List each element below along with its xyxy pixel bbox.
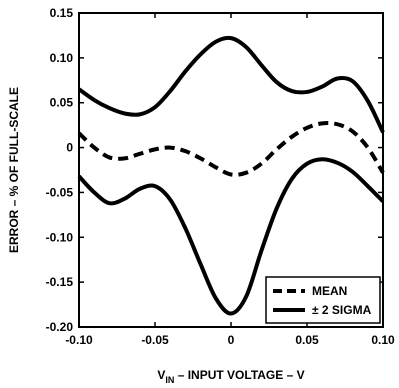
x-axis-title: VIN – INPUT VOLTAGE – V: [157, 368, 304, 385]
x-axis-title-main: V: [157, 368, 165, 382]
y-axis-title-group: ERROR – % OF FULL-SCALE: [7, 87, 21, 253]
series-lower-line: [77, 157, 385, 316]
legend-box: [265, 276, 381, 324]
y-tick-label: 0.15: [50, 6, 74, 20]
x-tick-label: -0.10: [65, 333, 93, 347]
y-tick-label: 0.10: [50, 51, 74, 65]
x-tick-label: 0: [228, 333, 235, 347]
y-tick-label: -0.05: [46, 185, 74, 199]
y-tick-label: 0.05: [50, 96, 74, 110]
x-axis-title-subscript: IN: [165, 375, 174, 385]
plot-frame: [78, 12, 384, 328]
x-tick-label: 0.10: [371, 333, 395, 347]
legend: MEAN ± 2 SIGMA: [265, 276, 381, 324]
series-upper-line: [77, 35, 385, 134]
legend-label-mean: MEAN: [312, 284, 347, 298]
y-tick-label: -0.10: [46, 230, 74, 244]
y-axis-title: ERROR – % OF FULL-SCALE: [7, 87, 21, 253]
y-tick-labels: 0.15 0.10 0.05 0 -0.05 -0.10 -0.15 -0.20: [46, 6, 74, 334]
y-tick-label: 0: [66, 141, 73, 155]
series-lines: [77, 35, 385, 316]
x-tick-label: -0.05: [141, 333, 169, 347]
x-tick-labels: -0.10 -0.05 0 0.05 0.10: [65, 333, 395, 347]
series-mean-line: [77, 121, 385, 177]
y-tick-label: -0.20: [46, 320, 74, 334]
x-axis-title-rest: – INPUT VOLTAGE – V: [174, 368, 304, 382]
y-tick-label: -0.15: [46, 275, 74, 289]
x-tick-label: 0.05: [295, 333, 319, 347]
legend-label-sigma: ± 2 SIGMA: [312, 303, 372, 317]
